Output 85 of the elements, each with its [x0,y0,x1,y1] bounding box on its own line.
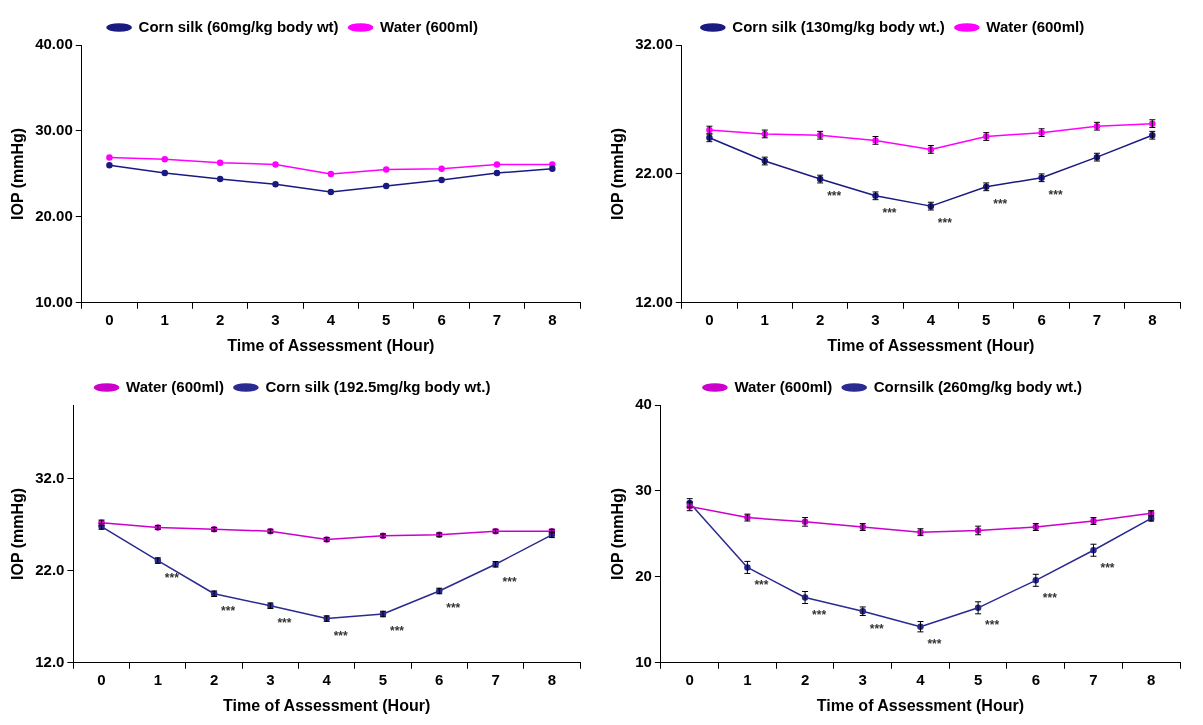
y-tick-label: 20 [635,567,652,585]
annotation: *** [221,604,236,619]
y-tick-label: 32.00 [635,35,673,53]
x-tick-label: 0 [685,670,694,688]
annotation: *** [993,197,1008,212]
x-axis-title: Time of Assessment (Hour) [827,336,1035,354]
x-tick-label: 0 [705,310,714,328]
x-tick-label: 6 [435,670,444,688]
x-tick-label: 4 [916,670,926,688]
x-tick-label: 0 [97,670,106,688]
x-tick-label: 3 [871,310,880,328]
annotation: *** [827,189,842,204]
annotation: *** [1100,560,1115,575]
legend-label: Cornsilk (260mg/kg body wt.) [873,377,1083,395]
x-tick-label: 4 [926,310,936,328]
legend-label: Corn silk (130mg/kg body wt.) [732,17,945,35]
x-axis-title: Time of Assessment (Hour) [223,696,431,714]
x-tick-label: 0 [105,310,114,328]
legend-label: Water (600ml) [126,377,224,395]
x-tick-label: 7 [1089,670,1098,688]
y-tick-label: 20.00 [35,207,73,225]
x-tick-label: 3 [266,670,275,688]
annotation: *** [754,577,769,592]
y-tick-label: 12.0 [35,652,65,670]
y-axis-title: IOP (mmHg) [609,487,627,580]
x-tick-label: 5 [378,670,388,688]
y-tick-label: 40 [635,395,652,413]
annotation: *** [333,628,349,643]
x-axis-title: Time of Assessment (Hour) [816,696,1025,714]
x-tick-label: 8 [548,310,557,328]
legend-label: Water (600ml) [734,377,833,395]
y-axis-title: IOP (mmHg) [9,487,27,580]
y-tick-label: 30.00 [35,121,73,139]
x-tick-label: 7 [492,310,502,328]
x-tick-label: 1 [743,670,752,688]
x-tick-label: 2 [800,670,810,688]
y-axis-title: IOP (mmHg) [9,127,27,220]
annotation: *** [277,616,292,631]
annotation: *** [927,637,942,652]
y-tick-label: 10.00 [35,292,73,310]
x-tick-label: 6 [437,310,446,328]
y-tick-label: 22.0 [35,560,65,578]
x-tick-label: 8 [1146,670,1156,688]
x-tick-label: 2 [815,310,825,328]
annotation: *** [937,216,953,231]
annotation: *** [985,618,1000,633]
x-tick-label: 2 [209,670,219,688]
annotation: *** [164,570,180,585]
annotation: *** [1048,188,1063,203]
x-tick-label: 1 [760,310,769,328]
legend-label: Water (600ml) [986,17,1085,35]
legend-label: Water (600ml) [380,17,478,35]
y-axis-title: IOP (mmHg) [609,127,627,220]
x-tick-label: 6 [1031,670,1040,688]
x-tick-label: 4 [326,310,336,328]
x-tick-label: 5 [973,670,983,688]
x-tick-label: 7 [1092,310,1102,328]
x-tick-label: 1 [153,670,162,688]
y-tick-label: 12.00 [635,292,673,310]
x-tick-label: 1 [160,310,169,328]
y-tick-label: 30 [635,481,652,499]
annotation: *** [502,574,517,589]
x-tick-label: 3 [271,310,280,328]
legend-label: Corn silk (192.5mg/kg body wt.) [265,377,491,395]
annotation: *** [446,601,461,616]
x-tick-label: 7 [491,670,500,688]
legend-label: Corn silk (60mg/kg body wt) [138,17,339,35]
x-tick-label: 8 [547,670,557,688]
x-tick-label: 5 [982,310,991,328]
annotation: *** [882,206,897,221]
x-tick-label: 6 [1037,310,1046,328]
x-tick-label: 8 [1148,310,1157,328]
x-tick-label: 4 [322,670,332,688]
x-tick-label: 3 [858,670,867,688]
annotation: *** [812,607,827,622]
annotation: *** [389,624,405,639]
annotation: *** [1042,590,1058,605]
x-axis-title: Time of Assessment (Hour) [227,336,435,354]
x-tick-label: 5 [382,310,391,328]
x-tick-label: 2 [215,310,225,328]
y-tick-label: 22.00 [635,164,673,182]
y-tick-label: 32.0 [35,468,65,486]
y-tick-label: 10 [635,652,652,670]
annotation: *** [869,621,885,636]
y-tick-label: 40.00 [35,35,73,53]
